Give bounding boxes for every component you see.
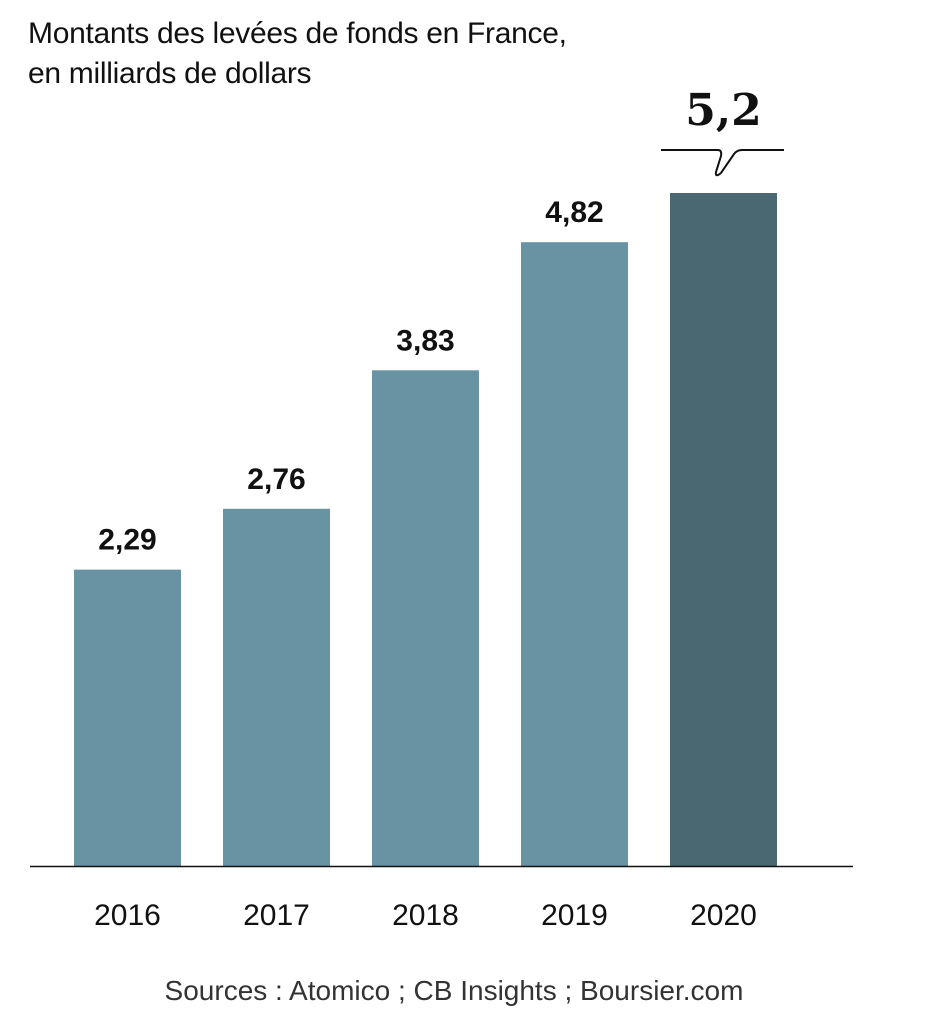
title-line-2: en milliards de dollars xyxy=(28,57,312,90)
bar-2019 xyxy=(521,242,628,866)
source-note: Sources : Atomico ; CB Insights ; Boursi… xyxy=(164,975,744,1006)
value-label-2019: 4,82 xyxy=(545,196,603,229)
x-tick-label-2017: 2017 xyxy=(243,899,310,932)
bar-2017 xyxy=(223,508,330,866)
callout-pointer xyxy=(661,149,784,177)
value-label-2017: 2,76 xyxy=(247,463,305,496)
chart-title: Montants des levées de fonds en France, … xyxy=(28,14,567,94)
value-label-2018: 3,83 xyxy=(396,324,454,357)
value-label-2020: 5,2 xyxy=(685,85,762,136)
title-line-1: Montants des levées de fonds en France, xyxy=(28,17,567,50)
x-tick-label-2018: 2018 xyxy=(392,899,459,932)
bar-2018 xyxy=(372,370,479,866)
bar-2016 xyxy=(74,569,181,866)
x-tick-label-2019: 2019 xyxy=(541,899,608,932)
value-label-2016: 2,29 xyxy=(98,524,156,557)
x-tick-label-2016: 2016 xyxy=(94,899,161,932)
bar-2020 xyxy=(670,193,777,866)
x-tick-label-2020: 2020 xyxy=(690,899,757,932)
